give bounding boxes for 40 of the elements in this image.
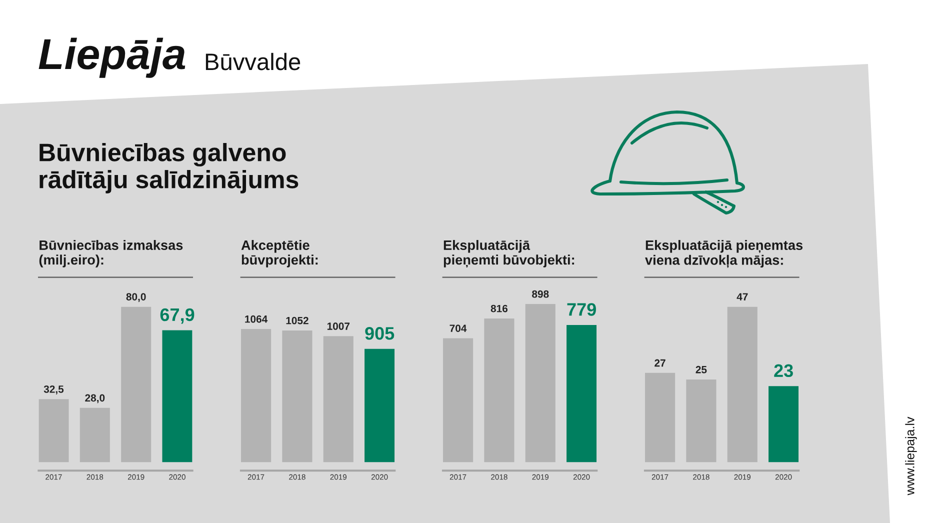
text: Būvvalde: [206, 52, 300, 70]
text: www.liepaja.lv: [905, 416, 917, 496]
chart-title: Akceptētie būvprojekti:: [241, 240, 318, 268]
data-label: 47: [736, 293, 748, 300]
text: Liepāja: [38, 38, 186, 78]
data-label: 779: [567, 303, 596, 316]
data-label: 27: [654, 359, 666, 367]
bar: [323, 336, 354, 462]
bar: [38, 399, 69, 462]
data-label: 816: [490, 304, 508, 312]
bar: [686, 380, 716, 462]
data-label: 905: [365, 327, 394, 340]
data-label: 1064: [245, 315, 268, 323]
data-label: 704: [450, 324, 467, 332]
data-label: 67,9: [160, 308, 194, 324]
bar: [80, 408, 110, 462]
bar: [566, 324, 597, 462]
bar: [727, 306, 758, 462]
chart-title: Ekspluatācijā pieņemti būvobjekti:: [444, 240, 574, 268]
data-label: 1007: [327, 322, 350, 330]
bar: [443, 338, 474, 462]
chart-title: Būvniecības izmaksas (milj.eiro):: [39, 240, 183, 268]
data-label: 898: [532, 290, 549, 298]
bar: [645, 372, 676, 462]
bar: [768, 386, 799, 462]
bar: [162, 330, 192, 462]
chart-title: Ekspluatācijā pieņemtas viena dzīvokļa mājas:: [645, 240, 803, 268]
data-label: 80,0: [126, 293, 146, 302]
data-label: 25: [696, 366, 707, 374]
data-label: 32,5: [44, 385, 64, 394]
bar: [121, 306, 152, 462]
bar: [525, 304, 556, 462]
text: Būvniecības galveno rādītāju salīdzinājums: [40, 143, 298, 194]
bar: [282, 330, 312, 462]
data-label: 23: [774, 364, 793, 378]
data-label: 28,0: [85, 394, 105, 404]
bar: [364, 348, 395, 462]
data-label: 1052: [286, 316, 308, 324]
bar: [484, 318, 514, 462]
bar: [241, 329, 272, 462]
